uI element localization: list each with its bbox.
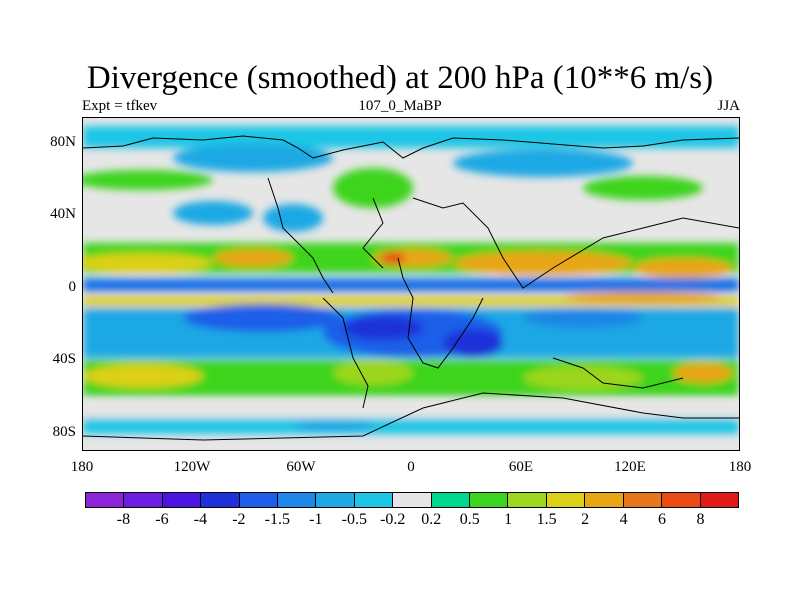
plot-title: Divergence (smoothed) at 200 hPa (10**6 … xyxy=(86,60,714,96)
map-canvas xyxy=(83,126,739,441)
colorbar-label: 1.5 xyxy=(536,511,557,528)
lat-tick: 40N xyxy=(50,206,76,222)
colorbar-label: 4 xyxy=(619,511,628,528)
equatorial-core xyxy=(83,282,739,288)
blob xyxy=(343,316,423,340)
americas-east-coast xyxy=(362,197,384,269)
blob xyxy=(173,201,253,225)
colorbar-swatch xyxy=(86,493,125,507)
blob xyxy=(673,363,733,383)
season-label: JJA xyxy=(717,98,740,114)
blob xyxy=(381,252,405,264)
colorbar-swatch xyxy=(623,493,663,507)
experiment-label: Expt = tfkev xyxy=(82,98,158,114)
colorbar-label: -1.5 xyxy=(264,511,290,528)
colorbar-swatch xyxy=(585,493,624,507)
lat-tick: 0 xyxy=(68,279,77,295)
americas-west-coast xyxy=(267,177,334,294)
colorbar-label: 8 xyxy=(696,511,705,528)
colorbar-swatch xyxy=(662,493,701,507)
colorbar-label: -0.2 xyxy=(380,511,406,528)
lon-tick: 120W xyxy=(173,459,211,475)
colorbar-label: 0.2 xyxy=(421,511,442,528)
colorbar-label: -6 xyxy=(155,511,169,528)
lat-tick: 40S xyxy=(52,351,76,367)
blob xyxy=(583,176,703,200)
lon-tick: 180 xyxy=(70,459,94,475)
divergence-fields xyxy=(83,126,739,434)
blob xyxy=(263,204,323,232)
lon-tick: 60E xyxy=(508,459,534,475)
colorbar-swatch xyxy=(124,493,163,507)
lon-tick: 60W xyxy=(286,459,316,475)
blob xyxy=(523,366,643,390)
colorbar-swatch xyxy=(201,493,240,507)
antarctica-coast xyxy=(83,392,739,441)
colorbar-swatch xyxy=(239,493,279,507)
blob xyxy=(443,329,503,357)
south-polar-band xyxy=(83,418,739,434)
eurasia-coast xyxy=(412,197,739,289)
colorbar-label: -2 xyxy=(232,511,246,528)
north-polar-band xyxy=(83,126,739,148)
blob xyxy=(523,308,643,328)
lon-tick: 0 xyxy=(407,459,415,475)
divergence-map xyxy=(82,117,740,451)
blob xyxy=(83,364,203,388)
blob xyxy=(173,144,333,172)
south-gap xyxy=(83,403,739,417)
blob xyxy=(83,253,213,273)
south-equator-band xyxy=(83,296,739,306)
australia-coast xyxy=(552,357,684,389)
lon-tick: 120E xyxy=(614,459,646,475)
colorbar-label: -0.5 xyxy=(341,511,367,528)
blob xyxy=(563,292,723,304)
colorbar-swatch xyxy=(393,493,432,507)
colorbar-swatch xyxy=(508,493,547,507)
colorbar-swatch xyxy=(162,493,202,507)
colorbar-swatch xyxy=(431,493,471,507)
blob xyxy=(453,251,633,275)
blob xyxy=(633,258,733,278)
colorbar-label: -8 xyxy=(116,511,131,528)
africa-coast xyxy=(397,257,484,369)
blob xyxy=(83,170,213,190)
lat-tick: 80N xyxy=(50,134,76,150)
period-label: 107_0_MaBP xyxy=(358,98,442,114)
lat-tick: 80S xyxy=(52,424,76,440)
blob xyxy=(183,304,343,332)
colorbar-swatch xyxy=(700,493,738,507)
colorbar-swatch xyxy=(470,493,509,507)
colorbar xyxy=(85,492,739,508)
colorbar-label: 2 xyxy=(581,511,590,528)
colorbar-label: 0.5 xyxy=(459,511,480,528)
blob xyxy=(333,168,413,208)
blob xyxy=(333,361,413,385)
colorbar-label: -4 xyxy=(193,511,208,528)
colorbar-swatch xyxy=(546,493,586,507)
blob xyxy=(453,149,633,177)
colorbar-label: 1 xyxy=(504,511,513,528)
colorbar-label: -1 xyxy=(309,511,323,528)
blob xyxy=(213,249,293,267)
colorbar-swatch xyxy=(354,493,394,507)
colorbar-label: 6 xyxy=(658,511,667,528)
north-coastline xyxy=(83,135,739,159)
colorbar-swatch xyxy=(278,493,317,507)
south-america-coast xyxy=(322,297,369,409)
lon-tick: 180 xyxy=(728,459,752,475)
blob xyxy=(293,420,373,432)
colorbar-swatch xyxy=(316,493,355,507)
coastlines xyxy=(83,135,739,441)
